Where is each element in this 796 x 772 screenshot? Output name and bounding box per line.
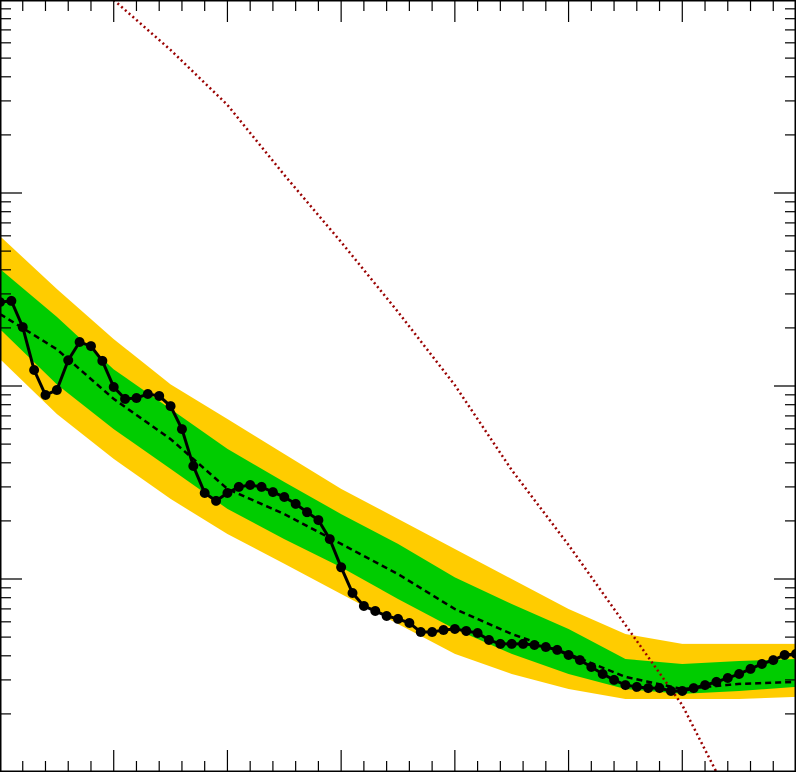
data-point	[427, 627, 438, 638]
data-point	[404, 617, 415, 628]
data-point	[108, 382, 119, 393]
data-point	[586, 661, 597, 672]
data-point	[222, 487, 233, 498]
data-point	[74, 337, 85, 348]
data-point	[165, 401, 176, 412]
data-point	[85, 341, 96, 352]
data-point	[63, 355, 74, 366]
data-point	[779, 649, 790, 660]
data-point	[120, 393, 131, 404]
data-point	[506, 638, 517, 649]
series-line	[0, 312, 796, 691]
data-point	[438, 625, 449, 636]
data-point	[131, 393, 142, 404]
data-point	[529, 640, 540, 651]
data-point	[472, 628, 483, 639]
data-point	[245, 479, 256, 490]
data-point	[563, 649, 574, 660]
data-point	[688, 683, 699, 694]
data-point	[665, 685, 676, 696]
data-point	[302, 507, 313, 518]
data-point	[347, 588, 358, 599]
band-area	[0, 236, 796, 699]
data-point	[415, 627, 426, 638]
data-point	[51, 385, 62, 396]
data-point	[176, 424, 187, 435]
data-point	[722, 672, 733, 683]
data-point	[370, 605, 381, 616]
data-point	[654, 683, 665, 694]
data-point	[381, 611, 392, 622]
band-area	[0, 268, 796, 694]
data-point	[313, 515, 324, 526]
data-point	[29, 365, 40, 376]
data-point	[745, 663, 756, 674]
data-point	[6, 295, 17, 306]
data-point	[700, 680, 711, 691]
data-point	[199, 487, 210, 498]
data-point	[188, 461, 199, 472]
data-point	[290, 498, 301, 509]
data-point	[631, 681, 642, 692]
data-point	[609, 674, 620, 685]
data-point	[540, 642, 551, 653]
data-point	[620, 680, 631, 691]
data-point	[324, 534, 335, 545]
data-point	[142, 388, 153, 399]
data-point	[518, 638, 529, 649]
data-point	[756, 658, 767, 669]
data-point	[495, 638, 506, 649]
data-point	[154, 390, 165, 401]
series-line	[112, 0, 718, 772]
data-point	[267, 487, 278, 498]
data-point	[97, 355, 108, 366]
data-point	[734, 668, 745, 679]
data-point	[711, 676, 722, 687]
data-point	[393, 613, 403, 624]
data-point	[461, 625, 472, 636]
data-point	[552, 644, 563, 655]
data-point	[17, 322, 28, 333]
data-point	[768, 655, 779, 666]
data-point	[449, 623, 460, 634]
data-point	[233, 481, 244, 492]
data-point	[336, 562, 347, 573]
data-point	[677, 685, 688, 696]
data-point	[279, 491, 290, 502]
data-point	[40, 390, 51, 401]
data-point	[211, 495, 222, 506]
data-point	[597, 668, 608, 679]
data-point	[574, 655, 585, 666]
data-point	[256, 481, 267, 492]
data-point	[483, 634, 494, 645]
data-point	[358, 600, 369, 611]
data-point	[643, 683, 654, 694]
